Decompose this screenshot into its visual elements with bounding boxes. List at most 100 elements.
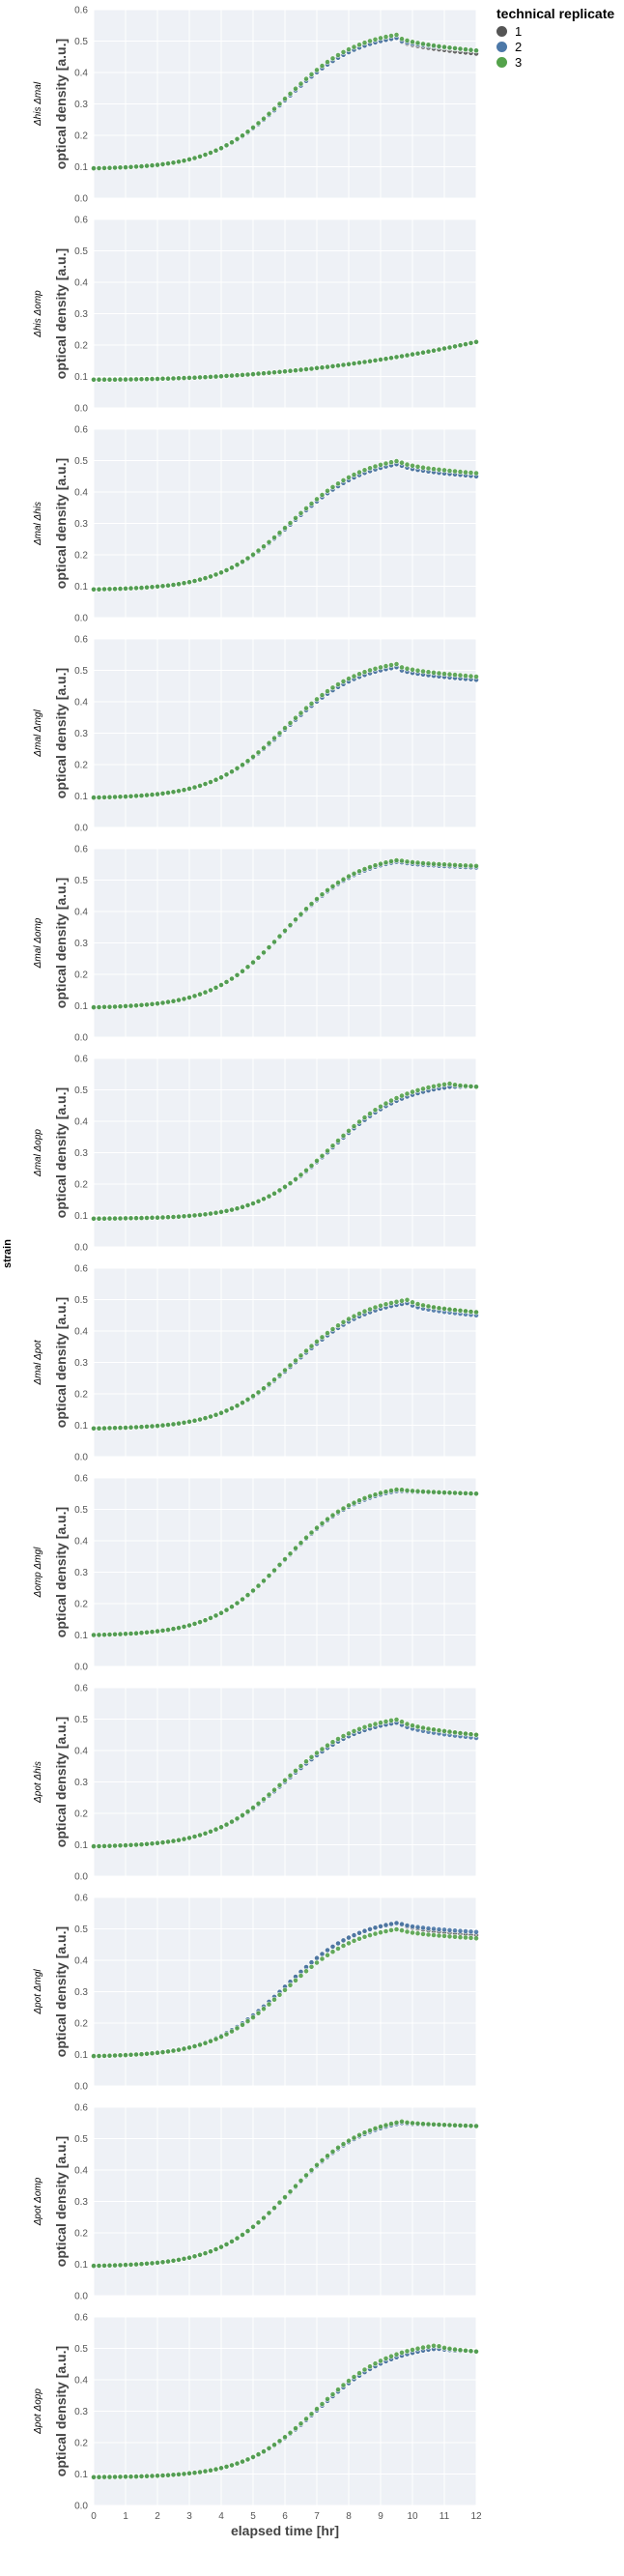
- data-point-rep3: [372, 862, 379, 869]
- data-point-rep3: [208, 2467, 213, 2474]
- data-point-rep3: [117, 1215, 124, 1222]
- data-point-rep3: [410, 1299, 415, 1306]
- data-point-rep3: [96, 1215, 102, 1222]
- data-point-rep3: [308, 72, 315, 77]
- data-point-rep3: [208, 373, 213, 380]
- data-point-rep2: [351, 1932, 357, 1938]
- data-point-rep3: [159, 2473, 166, 2478]
- data-point-rep3: [271, 1190, 277, 1197]
- strain-label: Δpot Δomp: [33, 2177, 43, 2226]
- data-point-rep3: [112, 1631, 118, 1637]
- data-point-rep3: [420, 464, 426, 471]
- data-point-rep3: [367, 358, 373, 364]
- data-point-rep3: [293, 367, 298, 374]
- data-point-rep3: [197, 1416, 203, 1423]
- data-point-rep3: [388, 858, 394, 864]
- data-point-rep3: [271, 1376, 277, 1383]
- y-tick-label: 0.0: [74, 2292, 88, 2302]
- legend-title: technical replicate: [496, 6, 615, 21]
- data-point-rep3: [159, 583, 166, 590]
- data-point-rep3: [325, 59, 330, 65]
- y-axis-title: optical density [a.u.]: [53, 1717, 69, 1847]
- data-point-rep3: [303, 705, 309, 711]
- data-point-rep3: [303, 2172, 309, 2179]
- data-point-rep3: [112, 1425, 118, 1432]
- data-point-rep3: [266, 1791, 272, 1798]
- data-point-rep3: [282, 368, 288, 375]
- data-point-rep3: [250, 754, 256, 760]
- data-point-rep3: [414, 1930, 421, 1937]
- data-point-rep3: [393, 1298, 400, 1305]
- legend-item-3[interactable]: 3: [496, 54, 620, 70]
- data-point-rep3: [399, 2118, 405, 2125]
- data-point-rep2: [473, 1928, 479, 1935]
- data-point-rep3: [431, 860, 437, 867]
- data-point-rep3: [149, 2473, 156, 2479]
- data-point-rep3: [340, 876, 347, 883]
- data-point-rep3: [149, 376, 156, 382]
- data-point-rep3: [117, 1842, 124, 1849]
- legend-label-3: 3: [515, 54, 523, 70]
- data-point-rep3: [378, 1103, 383, 1110]
- legend-item-2[interactable]: 2: [496, 39, 620, 54]
- data-point-rep3: [91, 795, 97, 800]
- data-point-rep3: [106, 586, 113, 593]
- data-point-rep2: [420, 1925, 426, 1931]
- data-point-rep3: [425, 348, 432, 355]
- data-point-rep2: [361, 1927, 368, 1934]
- data-point-rep3: [463, 673, 468, 679]
- data-point-rep3: [96, 795, 102, 800]
- data-point-rep3: [240, 371, 245, 378]
- data-point-rep3: [404, 1090, 411, 1097]
- data-point-rep3: [452, 343, 458, 350]
- data-point-rep3: [250, 124, 256, 130]
- data-point-rep3: [293, 2183, 298, 2189]
- data-point-rep3: [191, 784, 198, 791]
- data-point-rep3: [112, 2052, 118, 2059]
- data-point-rep3: [319, 364, 326, 371]
- data-point-rep3: [176, 997, 182, 1003]
- data-point-rep3: [276, 1561, 283, 1568]
- data-point-rep3: [367, 1111, 373, 1116]
- data-point-rep3: [303, 1167, 309, 1173]
- data-point-rep3: [367, 38, 373, 44]
- data-point-rep3: [314, 2406, 320, 2412]
- y-tick-label: 0.1: [74, 792, 88, 802]
- strain-label: Δmal Δomp: [33, 917, 43, 969]
- data-point-rep3: [298, 2177, 304, 2184]
- data-point-rep3: [293, 85, 298, 92]
- y-tick-label: 0.6: [74, 425, 88, 436]
- data-point-rep3: [367, 1932, 373, 1938]
- data-point-rep3: [91, 2263, 97, 2269]
- data-point-rep3: [468, 46, 474, 53]
- data-point-rep3: [266, 2001, 272, 2008]
- data-point-rep3: [240, 1812, 245, 1818]
- data-point-rep3: [468, 470, 474, 476]
- data-point-rep3: [244, 2228, 251, 2234]
- data-point-rep3: [414, 350, 421, 357]
- data-point-rep3: [155, 1839, 160, 1846]
- y-tick-label: 0.5: [74, 456, 88, 467]
- data-point-rep3: [410, 859, 415, 865]
- data-point-rep3: [271, 535, 277, 540]
- data-point-rep3: [133, 376, 139, 383]
- y-tick-label: 0.1: [74, 162, 88, 173]
- data-point-rep2: [457, 1927, 464, 1934]
- data-point-rep3: [319, 1955, 326, 1962]
- data-point-rep3: [165, 375, 171, 382]
- data-point-rep3: [473, 2123, 479, 2129]
- data-point-rep3: [314, 1959, 320, 1966]
- data-point-rep3: [329, 1143, 336, 1149]
- data-point-rep3: [208, 1828, 213, 1835]
- y-axis-title: optical density [a.u.]: [53, 458, 69, 589]
- data-point-rep3: [165, 2048, 171, 2055]
- data-point-rep3: [155, 1000, 160, 1007]
- y-tick-label: 0.5: [74, 1295, 88, 1306]
- data-point-rep3: [276, 1187, 283, 1194]
- data-point-rep3: [383, 1928, 389, 1934]
- legend-item-1[interactable]: 1: [496, 23, 620, 39]
- data-point-rep3: [202, 374, 209, 381]
- data-point-rep3: [446, 1933, 453, 1940]
- data-point-rep3: [319, 492, 326, 498]
- data-point-rep3: [378, 35, 383, 42]
